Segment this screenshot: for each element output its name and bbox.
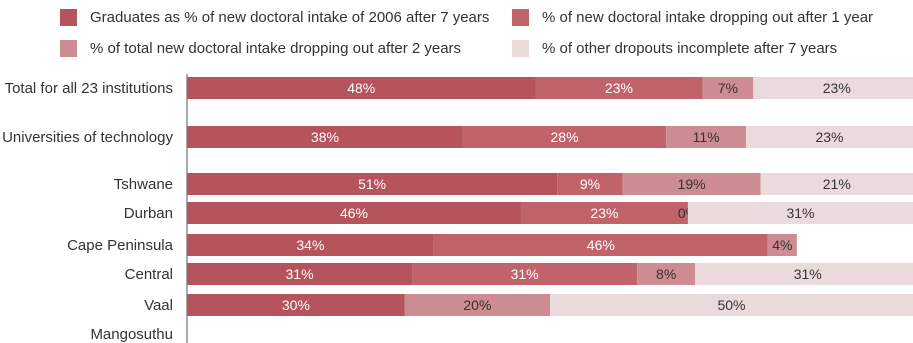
category-label: Cape Peninsula <box>67 237 174 254</box>
bar-value-label: 50% <box>717 297 745 313</box>
bar-segment <box>760 173 913 195</box>
chart-legend: Graduates as % of new doctoral intake of… <box>0 0 913 70</box>
bar-value-label: 34% <box>296 237 324 253</box>
bar-segment <box>687 202 913 224</box>
bar-segment <box>187 234 434 256</box>
bar-value-label: 31% <box>511 266 539 282</box>
bar-value-label: 38% <box>311 129 339 145</box>
category-label: Durban <box>124 205 173 222</box>
bar-segment <box>557 173 623 195</box>
legend-label-graduates: Graduates as % of new doctoral intake of… <box>90 9 490 26</box>
legend-item-graduates: Graduates as % of new doctoral intake of… <box>60 9 489 26</box>
bar-segment <box>187 77 536 99</box>
legend-swatch-dropout-1yr <box>512 9 529 26</box>
bar-segment <box>187 263 413 285</box>
bar-segment <box>637 263 696 285</box>
legend-item-dropout-2yr: % of total new doctoral intake dropping … <box>60 40 461 57</box>
bar-value-label: 46% <box>587 237 615 253</box>
bar-segment <box>187 173 558 195</box>
bar-value-label: 23% <box>823 80 851 96</box>
bar-value-label: 20% <box>463 297 491 313</box>
bar-value-label: 48% <box>347 80 375 96</box>
bar-segment <box>187 294 405 316</box>
bar-segment <box>412 263 638 285</box>
bar-segment <box>187 202 521 224</box>
bar-value-label: 51% <box>358 176 386 192</box>
bar-value-label: 23% <box>590 205 618 221</box>
category-label: Tshwane <box>114 176 173 193</box>
bar-segment <box>753 77 913 99</box>
bar-segment <box>187 126 463 148</box>
bar-segment <box>695 263 913 285</box>
legend-label-other-incomplete: % of other dropouts incomplete after 7 y… <box>542 40 838 57</box>
bar-value-label: 31% <box>286 266 314 282</box>
legend-label-dropout-2yr: % of total new doctoral intake dropping … <box>90 40 462 57</box>
bar-value-label: 28% <box>551 129 579 145</box>
bar-segment <box>550 294 913 316</box>
bar-segment <box>767 234 797 256</box>
bar-value-label: 11% <box>693 129 720 145</box>
bar-value-label: 9% <box>580 176 600 192</box>
legend-swatch-dropout-2yr <box>60 40 77 57</box>
bar-value-label: 21% <box>823 176 851 192</box>
bar-value-label: 31% <box>794 266 822 282</box>
bar-value-label: 23% <box>605 80 633 96</box>
bar-segment <box>622 173 761 195</box>
bar-value-label: 8% <box>656 266 676 282</box>
bar-value-label: 31% <box>786 205 814 221</box>
legend-item-other-incomplete: % of other dropouts incomplete after 7 y… <box>512 40 837 57</box>
bar-value-label: 19% <box>678 176 706 192</box>
bar-segment <box>746 126 913 148</box>
category-label: Vaal <box>144 297 173 314</box>
bar-value-label: 46% <box>340 205 368 221</box>
bar-segment <box>462 126 667 148</box>
bar-segment <box>433 234 768 256</box>
legend-swatch-graduates <box>60 9 77 26</box>
bar-segment <box>520 202 688 224</box>
bar-segment <box>666 126 747 148</box>
category-label: Central <box>125 266 173 283</box>
bar-value-label: 7% <box>718 80 738 96</box>
category-label: Mangosuthu <box>90 326 173 343</box>
legend-item-dropout-1yr: % of new doctoral intake dropping out af… <box>512 9 873 26</box>
bar-segment <box>404 294 550 316</box>
legend-label-dropout-1yr: % of new doctoral intake dropping out af… <box>542 9 874 26</box>
bar-value-label: 30% <box>282 297 310 313</box>
category-label: Total for all 23 institutions <box>5 80 173 97</box>
category-label: Universities of technology <box>2 129 173 146</box>
bar-value-label: 4% <box>772 237 792 253</box>
bar-segment <box>702 77 754 99</box>
bar-segment <box>535 77 703 99</box>
legend-swatch-other-incomplete <box>512 40 529 57</box>
bar-value-label: 23% <box>815 129 843 145</box>
